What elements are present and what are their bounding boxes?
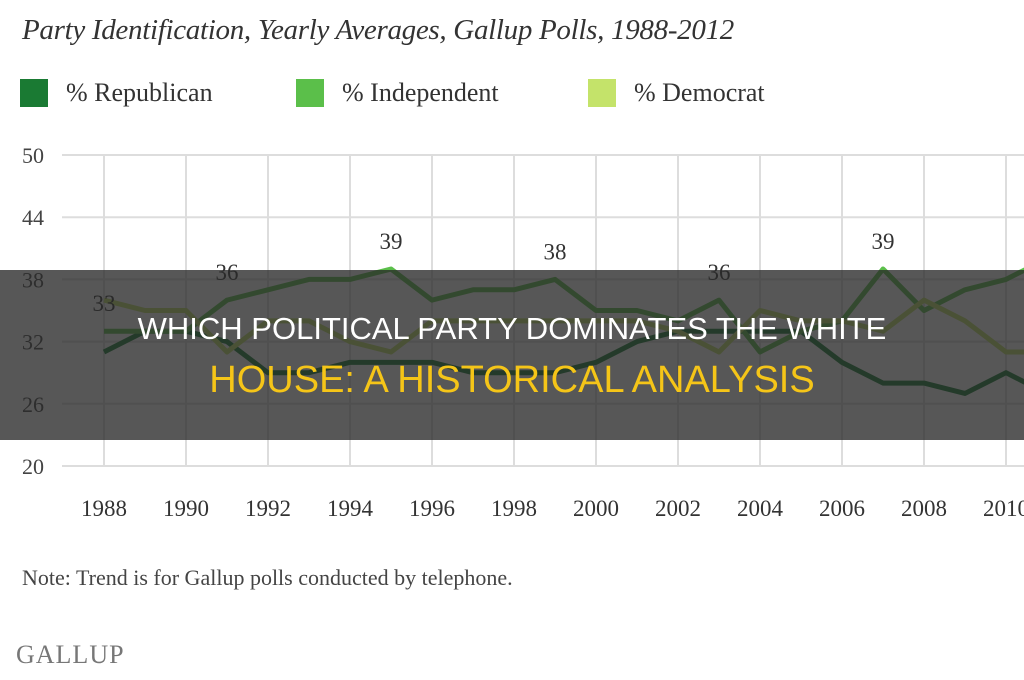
gallup-logo: GALLUP: [16, 640, 125, 669]
data-label: 39: [872, 229, 895, 254]
x-tick-label: 1990: [163, 496, 209, 521]
banner-title-line1: WHICH POLITICAL PARTY DOMINATES THE WHIT…: [137, 311, 887, 346]
x-tick-label: 1988: [81, 496, 127, 521]
legend-item-independent: % Independent: [296, 78, 499, 108]
legend-item-republican: % Republican: [20, 78, 213, 108]
x-tick-label: 1998: [491, 496, 537, 521]
legend-swatch-democrat: [588, 79, 616, 107]
y-tick-label: 50: [22, 143, 44, 168]
legend-swatch-republican: [20, 79, 48, 107]
title-banner: WHICH POLITICAL PARTY DOMINATES THE WHIT…: [0, 270, 1024, 440]
x-tick-label: 2000: [573, 496, 619, 521]
x-tick-label: 1996: [409, 496, 455, 521]
x-tick-label: 2006: [819, 496, 865, 521]
legend-label: % Democrat: [634, 78, 765, 107]
data-label: 38: [544, 239, 567, 264]
data-label: 39: [380, 229, 403, 254]
y-tick-label: 20: [22, 454, 44, 479]
x-tick-label: 2002: [655, 496, 701, 521]
legend-label: % Independent: [342, 78, 499, 107]
legend-label: % Republican: [66, 78, 213, 107]
y-tick-label: 44: [22, 205, 44, 230]
chart-note: Note: Trend is for Gallup polls conducte…: [22, 565, 513, 590]
legend-item-democrat: % Democrat: [588, 78, 765, 108]
banner-title-line2: HOUSE: A HISTORICAL ANALYSIS: [209, 359, 815, 401]
x-tick-label: 1992: [245, 496, 291, 521]
x-tick-label: 2004: [737, 496, 784, 521]
x-tick-label: 2008: [901, 496, 947, 521]
chart-title: Party Identification, Yearly Averages, G…: [22, 14, 734, 46]
x-tick-label: 1994: [327, 496, 374, 521]
legend-swatch-independent: [296, 79, 324, 107]
x-tick-label: 2010: [983, 496, 1024, 521]
